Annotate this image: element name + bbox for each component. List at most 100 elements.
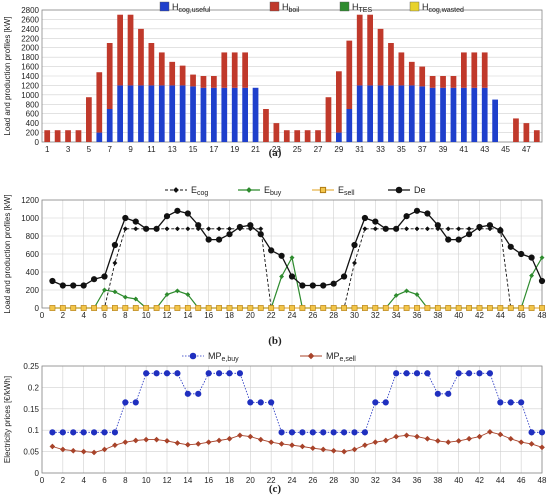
point-mp-e-sell: [414, 433, 420, 440]
point-e-sell: [49, 305, 56, 311]
x-tick-label-b: 8: [123, 311, 128, 320]
point-de: [507, 243, 514, 250]
point-mp-e-buy: [247, 399, 254, 406]
point-mp-e-sell: [236, 432, 243, 439]
y-tick-label-a: 2000: [21, 44, 39, 53]
bar-h-boil: [106, 43, 113, 109]
point-mp-e-sell: [445, 439, 452, 446]
point-e-buy: [414, 291, 420, 298]
point-e-sell: [70, 305, 77, 311]
x-tick-label-c: 46: [517, 476, 526, 485]
series-line-e-buy: [52, 255, 543, 309]
point-mp-e-buy: [49, 429, 56, 436]
point-e-buy: [122, 294, 128, 300]
point-e-buy: [393, 292, 399, 298]
bar-h-cog-useful: [106, 109, 113, 142]
point-de: [90, 276, 98, 283]
y-tick-label-c: 0.1: [28, 426, 40, 435]
point-mp-e-buy: [382, 399, 389, 406]
point-mp-e-buy: [111, 429, 119, 436]
point-mp-e-buy: [330, 429, 337, 436]
x-tick-label-c: 6: [102, 476, 107, 485]
x-tick-label-c: 32: [371, 476, 380, 485]
x-tick-label-a: 39: [439, 145, 448, 154]
point-mp-e-buy: [445, 390, 452, 397]
x-tick-label-a: 37: [418, 145, 427, 154]
legend-a: Hcog,useful Hboil HTES Hcog,wasted: [159, 1, 464, 14]
x-tick-label-b: 20: [246, 311, 255, 320]
point-mp-e-buy: [403, 370, 410, 377]
point-e-sell: [434, 305, 441, 311]
point-mp-e-buy: [518, 399, 525, 406]
point-mp-e-buy: [538, 429, 546, 436]
bar-h-cog-useful: [492, 99, 498, 142]
x-tick-label-c: 4: [81, 476, 86, 485]
bar-h-boil: [283, 130, 290, 142]
bar-h-cog-useful: [127, 85, 134, 142]
y-tick-label-a: 400: [26, 119, 40, 128]
point-mp-e-sell: [216, 437, 223, 444]
bar-h-boil: [75, 130, 82, 142]
bar-h-boil: [263, 109, 269, 142]
y-tick-label-c: 0: [35, 469, 40, 478]
bar-h-cog-useful: [158, 85, 165, 142]
point-e-sell: [122, 305, 129, 311]
legend-entry-c: MPe,buy: [208, 351, 239, 363]
y-tick-label-a: 2200: [21, 34, 39, 43]
bar-h-cog-useful: [471, 87, 478, 142]
point-de: [372, 218, 379, 225]
y-axis-label-b: Load and production profiles [kW]: [3, 194, 12, 313]
point-mp-e-sell: [486, 428, 493, 435]
point-de: [486, 222, 494, 229]
bar-h-boil: [294, 130, 301, 142]
point-mp-e-buy: [163, 370, 171, 377]
point-e-cog: [174, 226, 180, 232]
bar-h-boil: [367, 14, 373, 86]
y-tick-label-c: 0.15: [23, 405, 39, 414]
x-tick-label-a: 45: [501, 145, 510, 154]
x-tick-label-b: 30: [350, 311, 359, 320]
point-e-sell: [466, 305, 472, 311]
x-tick-label-c: 30: [350, 476, 359, 485]
point-de: [538, 277, 546, 285]
bar-h-boil: [148, 43, 155, 86]
x-tick-label-a: 11: [147, 145, 156, 154]
panel-c: 00.050.10.150.20.250 2 4 6 8 10 12 14 16 18 20 22 24…: [3, 351, 547, 495]
point-e-sell: [341, 305, 347, 311]
point-e-sell: [497, 305, 504, 311]
bar-h-boil: [336, 71, 342, 133]
point-de: [413, 207, 421, 214]
point-mp-e-sell: [361, 442, 368, 449]
point-mp-e-buy: [455, 370, 462, 377]
x-tick-label-a: 15: [189, 145, 198, 154]
point-mp-e-buy: [236, 370, 244, 377]
x-tick-label-a: 13: [168, 145, 177, 154]
point-mp-e-sell: [153, 436, 160, 443]
point-e-sell: [455, 305, 462, 311]
point-de: [195, 222, 202, 229]
bar-h-cog-useful: [481, 87, 488, 142]
point-mp-e-buy: [507, 399, 514, 406]
point-de: [59, 282, 66, 289]
point-de: [528, 254, 535, 261]
legend-swatch-a: [159, 1, 170, 12]
legend-marker-b: [246, 187, 252, 193]
point-e-cog: [456, 226, 462, 232]
point-mp-e-buy: [153, 370, 160, 377]
point-e-buy: [133, 296, 139, 302]
point-de: [434, 222, 441, 229]
point-e-sell: [205, 305, 212, 311]
point-mp-e-sell: [424, 435, 431, 442]
y-tick-label-b: 0: [35, 304, 40, 313]
x-tick-label-a: 5: [87, 145, 92, 154]
x-tick-label-a: 29: [334, 145, 343, 154]
point-e-sell: [174, 305, 181, 311]
x-tick-label-b: 10: [142, 311, 151, 320]
point-mp-e-sell: [382, 437, 389, 444]
x-tick-label-a: 17: [209, 145, 218, 154]
point-de: [299, 282, 306, 289]
point-e-sell: [268, 305, 275, 311]
point-de: [278, 252, 285, 259]
point-e-sell: [101, 305, 108, 311]
